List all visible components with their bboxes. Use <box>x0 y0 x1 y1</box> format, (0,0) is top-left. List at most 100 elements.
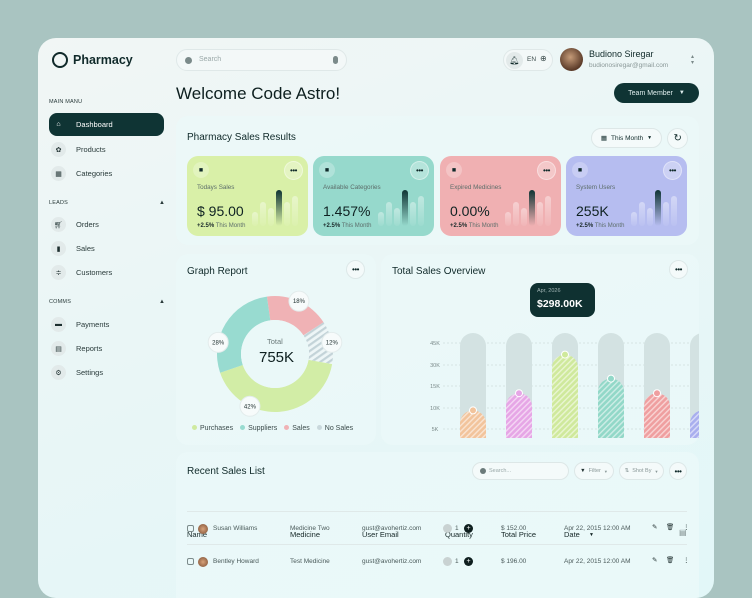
kebab-menu-icon[interactable]: ⋮ <box>683 524 690 531</box>
filter-label: Filter <box>588 468 601 474</box>
cell-price: $ 196.00 <box>501 558 527 565</box>
y-tick-label: 45K <box>430 341 440 347</box>
stat-label: Expired Medicines <box>450 184 502 191</box>
microphone-icon[interactable] <box>333 56 338 64</box>
column-header-quantity[interactable]: Quantity <box>445 530 473 539</box>
account-switch-icon[interactable]: ▴ ▾ <box>691 54 695 66</box>
logo-icon <box>52 52 68 68</box>
sidebar-item-label: Dashboard <box>76 120 113 129</box>
stat-card[interactable]: ■ ••• Available Categories 1.457% +2.5% … <box>313 156 434 236</box>
section-comms[interactable]: COMMS ▲ <box>49 299 165 305</box>
stat-card[interactable]: ■ ••• Expired Medicines 0.00% +2.5% This… <box>440 156 561 236</box>
filter-button[interactable]: ▼ Filter ▼ <box>574 462 614 480</box>
increase-quantity-button[interactable]: + <box>464 557 473 566</box>
section-title: Pharmacy Sales Results <box>187 132 296 143</box>
change-label: This Month <box>215 223 246 229</box>
stat-card[interactable]: ■ ••• System Users 255K +2.5% This Month <box>566 156 687 236</box>
column-header-email[interactable]: User Email <box>362 530 399 539</box>
edit-icon[interactable]: ✎ <box>652 524 658 531</box>
stat-card[interactable]: ■ ••• Todays Sales $ 95.00 +2.5% This Mo… <box>187 156 308 236</box>
calendar-icon: ▦ <box>600 135 608 142</box>
more-options-button[interactable]: ••• <box>346 260 365 279</box>
sort-label: Shot By <box>632 468 652 474</box>
column-header-name[interactable]: Name <box>187 530 208 539</box>
stat-value: 0.00% <box>450 203 490 219</box>
table-search-input[interactable]: Search... <box>472 462 569 480</box>
trash-icon[interactable]: 🗑︎ <box>666 524 675 531</box>
caret-up-icon[interactable]: ▲ <box>159 200 166 206</box>
donut-slice-suppliers[interactable] <box>217 296 271 373</box>
bag-icon: ■ <box>193 162 209 178</box>
mini-bar <box>513 202 519 226</box>
avatar[interactable] <box>560 48 583 71</box>
caret-up-icon[interactable]: ▲ <box>159 299 166 305</box>
decrease-quantity-button[interactable] <box>443 524 452 533</box>
stat-value: 1.457% <box>323 203 371 219</box>
more-options-button[interactable]: ••• <box>537 161 556 180</box>
bell-icon[interactable]: 🔔︎ <box>506 52 523 69</box>
change-value: +2.5% <box>197 223 215 229</box>
bar-track <box>690 333 699 438</box>
legend-label: Purchases <box>200 425 234 432</box>
more-options-button[interactable]: ••• <box>669 462 687 480</box>
columns-settings-icon[interactable]: ▤ <box>679 528 687 537</box>
row-divider <box>187 544 687 545</box>
refresh-button[interactable]: ↻ <box>667 128 688 149</box>
kebab-menu-icon[interactable]: ⋮ <box>683 557 690 564</box>
more-options-button[interactable]: ••• <box>284 161 303 180</box>
more-options-button[interactable]: ••• <box>669 260 688 279</box>
search-input[interactable]: Search <box>176 49 347 71</box>
bar-chart-icon: ▮ <box>51 241 66 256</box>
sidebar-item-orders[interactable]: 🛒︎ Orders <box>49 213 164 236</box>
sidebar-item-customers[interactable]: ≑ Customers <box>49 261 164 284</box>
sidebar-item-categories[interactable]: ▦ Categories <box>49 162 164 185</box>
legend-label: No Sales <box>324 425 354 432</box>
sort-desc-icon[interactable]: ▼ <box>589 532 594 538</box>
bar-wed[interactable] <box>552 354 578 438</box>
sidebar-item-products[interactable]: ✿ Products <box>49 138 164 161</box>
mini-bar <box>529 190 535 226</box>
grid-icon: ▦ <box>51 166 66 181</box>
donut-data-label: 28% <box>207 331 229 353</box>
bar-tue[interactable] <box>506 393 532 438</box>
row-checkbox[interactable] <box>187 525 194 532</box>
stat-change: +2.5% This Month <box>323 222 371 230</box>
sidebar-item-reports[interactable]: ▤ Reports <box>49 337 164 360</box>
bar-mon[interactable] <box>460 410 486 438</box>
column-header-date[interactable]: Date <box>564 530 580 539</box>
edit-icon[interactable]: ✎ <box>652 557 658 564</box>
sidebar-item-dashboard[interactable]: ⌂ Dashboard <box>49 113 164 136</box>
column-header-total-price[interactable]: Total Price <box>501 530 537 539</box>
sidebar-item-settings[interactable]: ⚙ Settings <box>49 361 164 384</box>
increase-quantity-button[interactable]: + <box>464 524 473 533</box>
sidebar-item-sales[interactable]: ▮ Sales <box>49 237 164 260</box>
period-dropdown[interactable]: ▦ This Month ▼ <box>591 128 662 148</box>
more-options-button[interactable]: ••• <box>410 161 429 180</box>
bar-fri[interactable] <box>644 393 670 438</box>
section-title: Graph Report <box>187 266 248 277</box>
sort-button[interactable]: ⇅ Shot By ▼ <box>619 462 664 480</box>
decrease-quantity-button[interactable] <box>443 557 452 566</box>
cell-email: gust@avohertiz.com <box>362 558 422 565</box>
sidebar-item-payments[interactable]: ▬ Payments <box>49 313 164 336</box>
donut-legend: Purchases Suppliers Sales No Sales <box>192 425 353 432</box>
language-selector[interactable]: EN <box>527 56 537 63</box>
column-header-medicine[interactable]: Medicine <box>290 530 321 539</box>
donut-data-label: 42% <box>239 395 261 417</box>
pills-icon: ✿ <box>51 142 66 157</box>
donut-slice-sales[interactable] <box>266 296 324 336</box>
section-leads[interactable]: LEADS ▲ <box>49 200 165 206</box>
legend-label: Suppliers <box>248 425 278 432</box>
y-tick-label: 5K <box>432 427 439 433</box>
bar-sat[interactable] <box>690 410 699 438</box>
cell-name: Susan Williams <box>213 525 258 532</box>
mini-chart <box>631 182 677 226</box>
mini-bar <box>655 190 661 226</box>
mini-bar <box>394 208 400 226</box>
bar-thu[interactable] <box>598 378 624 438</box>
trash-icon[interactable]: 🗑︎ <box>666 557 675 564</box>
donut-slice-no-sales[interactable] <box>303 322 333 365</box>
svg-text:18%: 18% <box>293 299 306 305</box>
team-member-button[interactable]: Team Member ▼ <box>614 83 699 103</box>
more-options-button[interactable]: ••• <box>663 161 682 180</box>
